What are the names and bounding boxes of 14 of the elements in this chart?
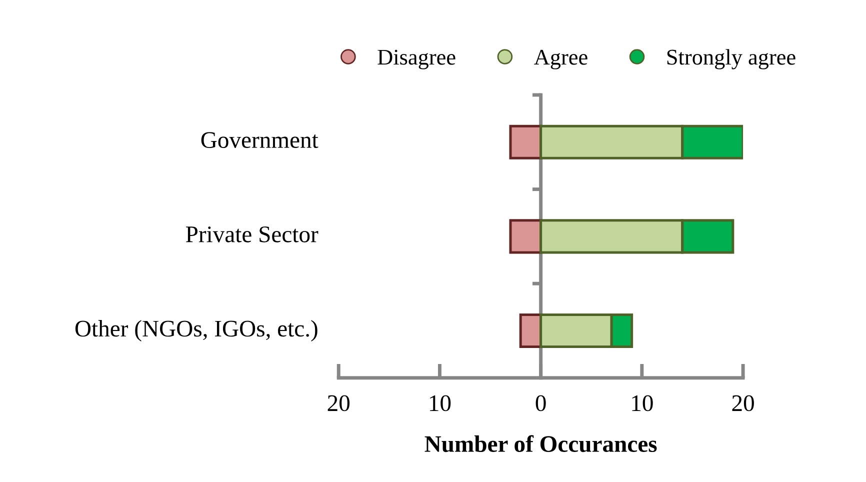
bar xyxy=(509,219,542,254)
x-tick-label: 20 xyxy=(732,395,754,412)
x-axis-title: Number of Occurances xyxy=(424,435,657,452)
y-tick-label: Private Sector xyxy=(186,226,318,242)
bar xyxy=(509,124,542,160)
x-tick-label: 0 xyxy=(536,395,546,412)
legend-label: Agree xyxy=(534,50,588,70)
legend-label: Disagree xyxy=(378,50,456,70)
legend-label: Strongly agree xyxy=(667,49,796,70)
x-tick-label: 10 xyxy=(632,395,653,412)
x-tick-label: 10 xyxy=(430,395,451,412)
x-tick-label: 20 xyxy=(328,395,350,412)
y-tick-label: Other (NGOs, IGOs, etc.) xyxy=(75,320,318,342)
y-tick-label: Government xyxy=(201,132,318,148)
